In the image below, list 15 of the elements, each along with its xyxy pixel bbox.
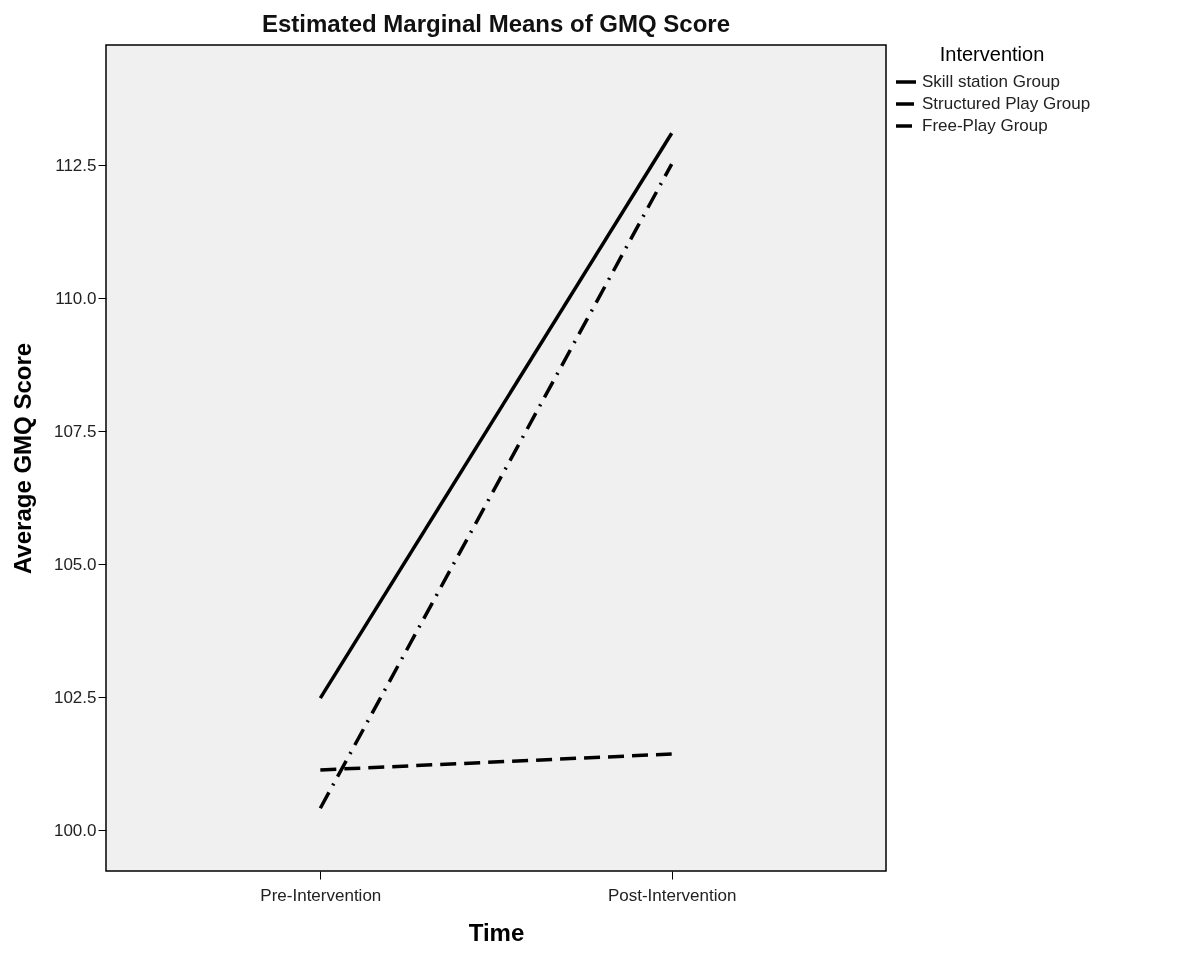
legend-label: Free-Play Group: [922, 116, 1048, 135]
y-tick-label: 100.0: [53, 820, 97, 840]
legend-label: Structured Play Group: [922, 94, 1091, 113]
y-tick-label: 107.5: [53, 421, 97, 441]
legend-title: Intervention: [939, 43, 1045, 65]
x-tick-label: Pre-Intervention: [260, 885, 382, 905]
legend-label: Skill station Group: [922, 72, 1060, 91]
x-axis-title: Time: [468, 918, 525, 946]
chart-title: Estimated Marginal Means of GMQ Score: [261, 10, 731, 37]
y-tick-label: 105.0: [53, 554, 97, 574]
x-tick-label: Post-Intervention: [607, 885, 737, 905]
y-axis-title: Average GMQ Score: [8, 342, 36, 575]
y-tick-label: 110.0: [55, 288, 97, 308]
y-tick-label: 112.5: [55, 155, 97, 175]
y-tick-label: 102.5: [53, 687, 97, 707]
